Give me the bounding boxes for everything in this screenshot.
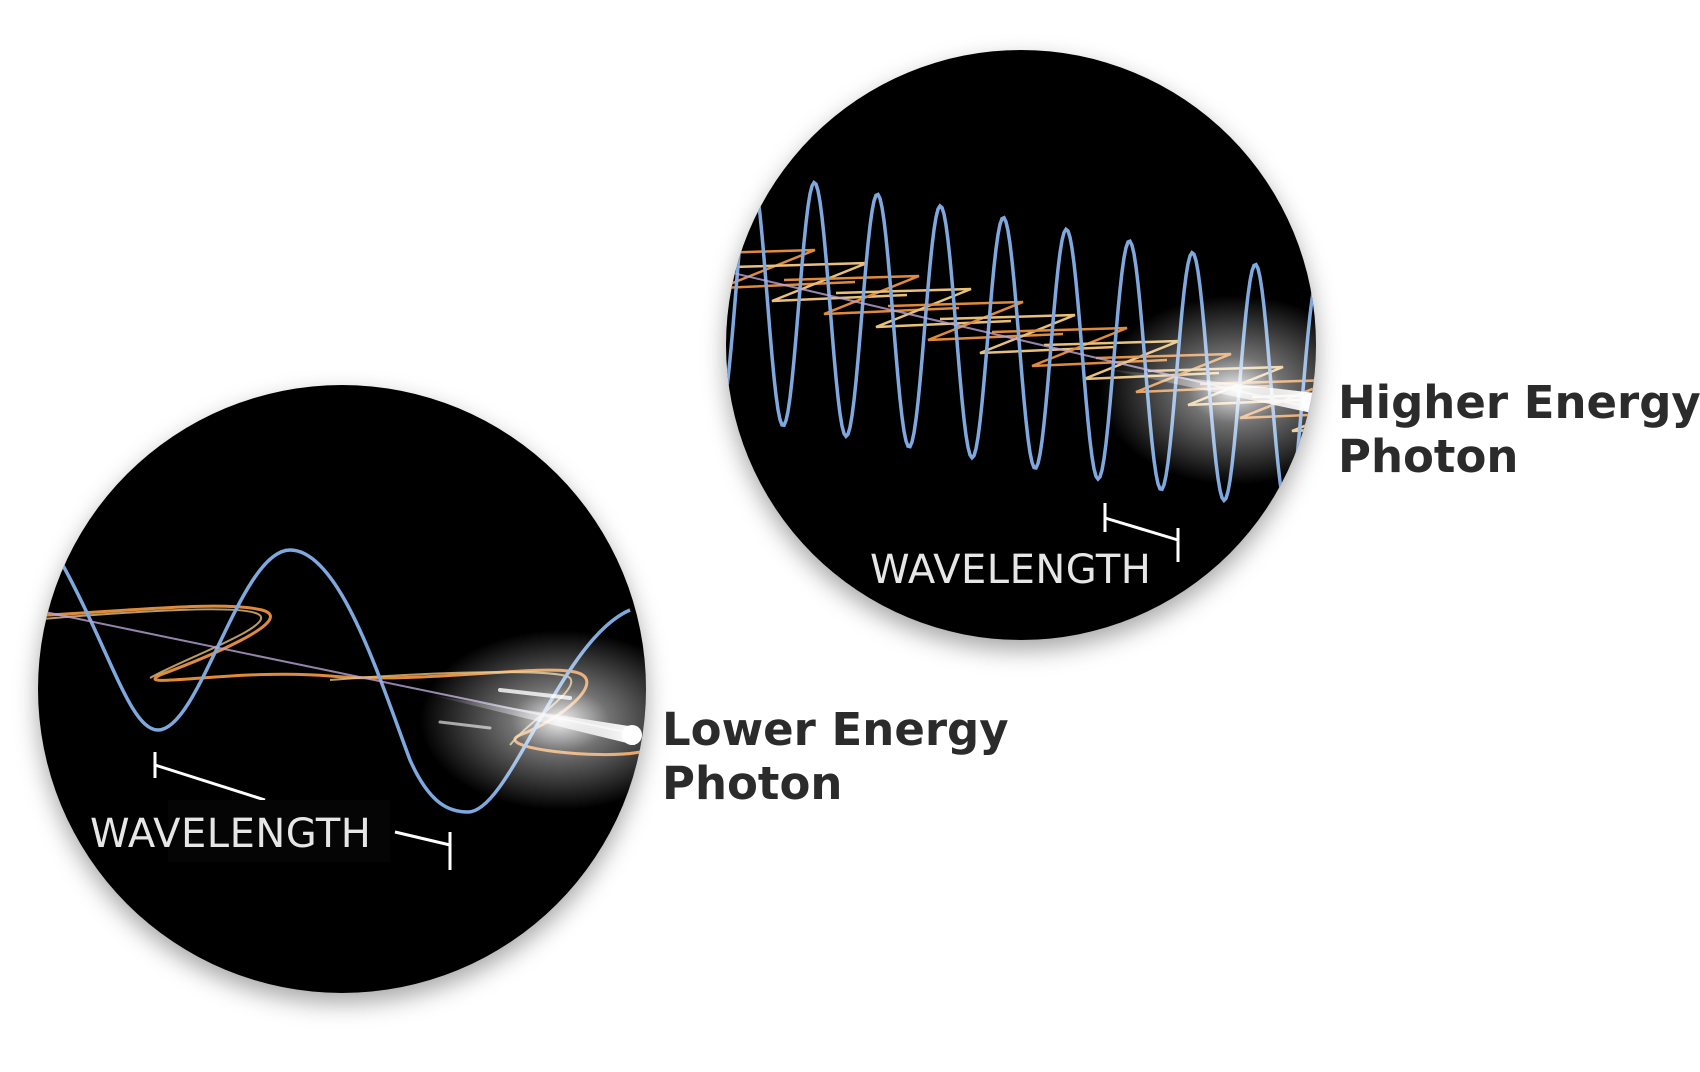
lower-energy-panel: WAVELENGTH <box>38 385 646 993</box>
lower-wavelength-bracket <box>153 752 452 870</box>
lower-photon-beam <box>430 695 635 745</box>
higher-orange-zigzag <box>835 287 1012 329</box>
higher-wavelength-bracket <box>1103 503 1180 562</box>
lower-energy-label-line2: Photon <box>662 757 842 810</box>
higher-photon-head <box>1302 393 1316 413</box>
higher-orange-zigzag <box>939 313 1116 355</box>
higher-photon-beam <box>1100 368 1315 413</box>
higher-energy-label-line1: Higher Energy <box>1338 376 1700 429</box>
higher-orange-zigzag <box>991 326 1168 368</box>
higher-energy-label-line2: Photon <box>1338 430 1518 483</box>
lower-energy-label-line1: Lower Energy <box>662 703 1009 756</box>
lower-photon-head <box>622 725 642 745</box>
lower-wavelength-label: WAVELENGTH <box>90 811 371 857</box>
higher-energy-panel: WAVELENGTH <box>726 50 1316 640</box>
higher-wavelength-label: WAVELENGTH <box>870 547 1151 593</box>
